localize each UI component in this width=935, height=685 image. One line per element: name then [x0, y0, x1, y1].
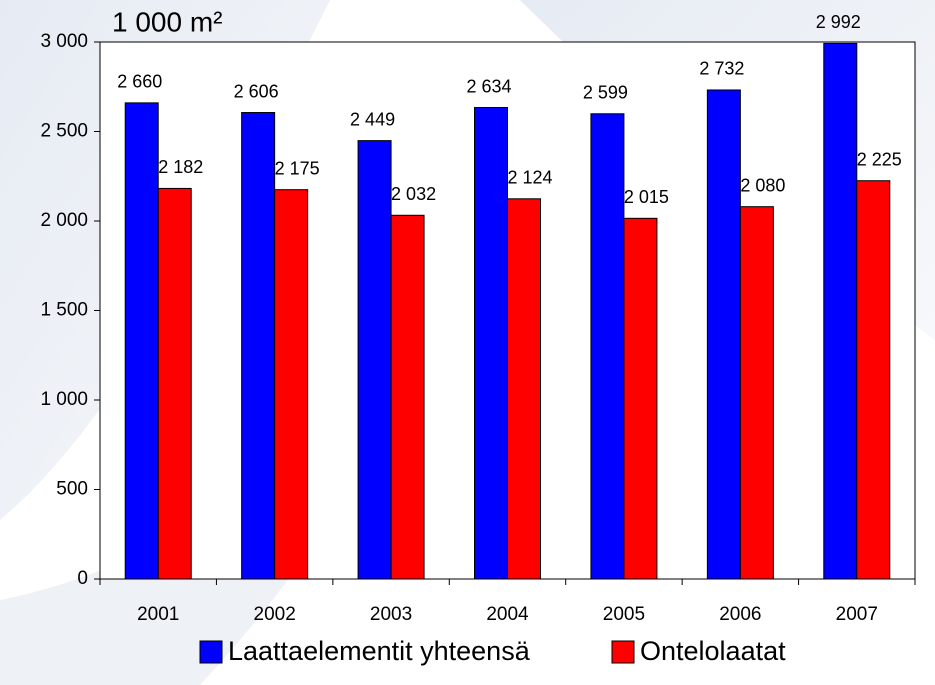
bar: [623, 217, 658, 580]
legend-label: Ontelolaatat: [640, 636, 786, 666]
y-tick-label: 1 500: [40, 300, 88, 321]
y-axis-label: 1 000 m²: [112, 6, 223, 37]
value-label: 2 175: [275, 158, 320, 178]
value-label: 2 992: [816, 12, 861, 32]
x-tick-label: 2001: [137, 604, 179, 625]
bar: [157, 187, 192, 580]
y-tick-label: 500: [56, 479, 88, 500]
value-label: 2 032: [391, 184, 436, 204]
background-swoosh: [0, 320, 420, 685]
legend-swatch: [611, 640, 635, 664]
bar: [856, 180, 891, 580]
value-label: 2 732: [699, 59, 744, 79]
y-tick-label: 2 500: [40, 121, 88, 142]
bar: [274, 189, 309, 580]
x-tick-label: 2002: [254, 604, 296, 625]
bar: [241, 112, 276, 580]
x-tick-label: 2007: [836, 604, 878, 625]
value-label: 2 634: [466, 76, 511, 96]
bar: [507, 198, 541, 580]
value-label: 2 449: [350, 109, 395, 129]
bar: [390, 214, 425, 580]
bar: [739, 206, 774, 580]
x-tick-label: 2003: [370, 604, 412, 625]
bar: [706, 89, 741, 580]
value-label: 2 080: [740, 175, 785, 195]
y-tick-label: 0: [77, 568, 88, 589]
value-label: 2 182: [158, 157, 203, 177]
value-label: 2 015: [624, 187, 669, 207]
bar: [474, 107, 508, 580]
bar: [357, 140, 392, 580]
x-tick-label: 2004: [486, 604, 529, 625]
x-tick-label: 2006: [719, 604, 761, 625]
value-label: 2 124: [507, 168, 552, 188]
value-label: 2 606: [234, 81, 279, 101]
value-label: 2 599: [583, 83, 628, 103]
value-label: 2 225: [857, 149, 902, 169]
y-tick-label: 2 000: [40, 210, 88, 231]
bar: [823, 42, 858, 580]
value-label: 2 660: [117, 72, 162, 92]
y-tick-label: 3 000: [40, 31, 88, 52]
bar: [590, 113, 625, 580]
bar: [124, 102, 159, 580]
legend-label: Laattaelementit yhteensä: [228, 636, 531, 666]
x-tick-label: 2005: [603, 604, 645, 625]
y-tick-label: 1 000: [40, 389, 88, 410]
legend-swatch: [199, 640, 223, 664]
